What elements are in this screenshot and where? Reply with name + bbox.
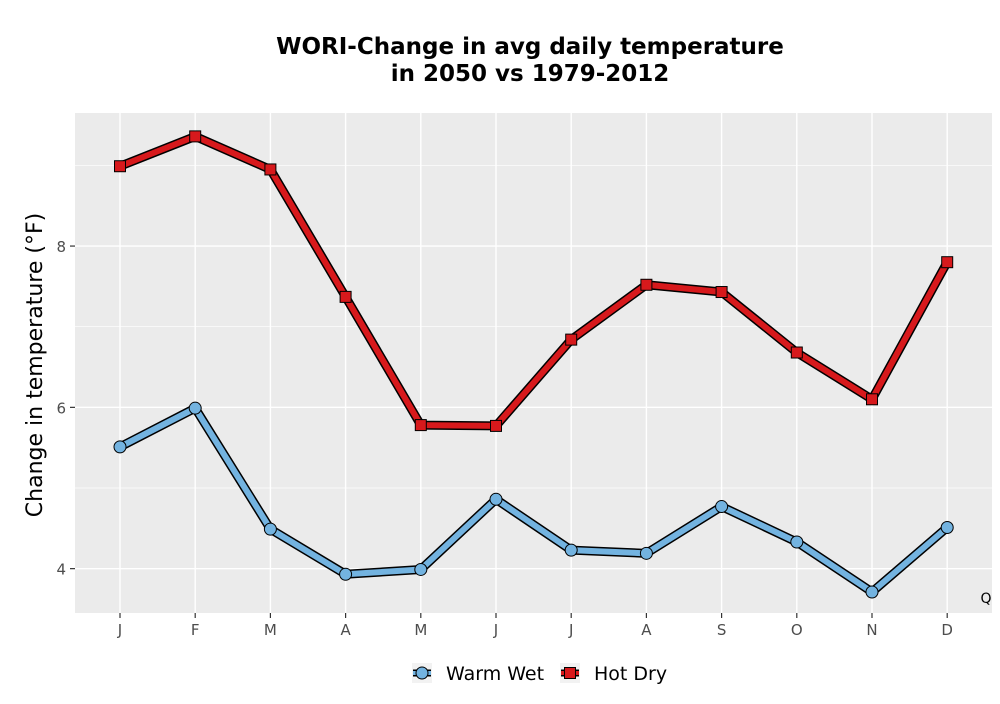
y-axis-label: Change in temperature (°F)	[23, 213, 48, 517]
data-point-warm-wet	[489, 492, 503, 506]
data-point-hot-dry	[189, 130, 202, 143]
series	[113, 130, 954, 599]
data-point-hot-dry	[941, 256, 954, 269]
x-tick-label: J	[493, 621, 498, 639]
legend-label-hot-dry: Hot Dry	[594, 663, 667, 685]
x-tick-label: F	[191, 621, 200, 639]
data-point-hot-dry	[790, 346, 803, 359]
data-point-warm-wet	[188, 401, 202, 415]
plot-panel	[75, 113, 992, 613]
data-point-warm-wet	[339, 567, 353, 581]
data-point-hot-dry	[866, 393, 878, 406]
data-point-hot-dry	[264, 163, 277, 176]
data-point-hot-dry	[640, 278, 653, 291]
chart-title-line-1: WORI-Change in avg daily temperature	[276, 34, 784, 60]
y-tick-label: 8	[56, 238, 66, 256]
x-tick-label: M	[414, 621, 427, 639]
data-point-warm-wet	[715, 500, 729, 514]
chart-title-line-2: in 2050 vs 1979-2012	[391, 61, 670, 87]
y-tick-label: 6	[56, 399, 66, 417]
legend-key-marker-warm-wet	[415, 666, 429, 680]
data-point-warm-wet	[790, 535, 804, 549]
data-point-hot-dry	[715, 286, 728, 299]
axes: 4 6 8 J F M A M J J A S O N D	[56, 238, 953, 639]
data-point-hot-dry	[414, 419, 427, 432]
data-point-warm-wet	[940, 521, 954, 535]
legend: Warm Wet Hot Dry	[412, 663, 667, 685]
x-tick-label: A	[340, 621, 351, 639]
data-point-hot-dry	[114, 160, 126, 173]
data-point-warm-wet	[564, 543, 578, 557]
x-tick-label: N	[866, 621, 877, 639]
y-tick-label: 4	[56, 561, 66, 579]
data-point-warm-wet	[639, 546, 653, 560]
grid-lines	[75, 113, 992, 613]
data-point-warm-wet	[113, 440, 127, 454]
legend-key-marker-hot-dry	[564, 667, 576, 679]
data-point-warm-wet	[263, 522, 277, 536]
x-tick-label: A	[641, 621, 652, 639]
data-point-warm-wet	[865, 585, 879, 599]
series-line-warm-wet	[117, 405, 951, 596]
legend-label-warm-wet: Warm Wet	[446, 663, 544, 685]
x-tick-label: J	[117, 621, 122, 639]
data-point-hot-dry	[339, 290, 352, 303]
x-tick-label: S	[717, 621, 727, 639]
x-tick-label: O	[791, 621, 803, 639]
data-point-hot-dry	[565, 333, 578, 346]
series-line-hot-dry	[117, 133, 951, 429]
x-tick-label: J	[568, 621, 573, 639]
x-tick-label: M	[264, 621, 277, 639]
x-tick-label: D	[941, 621, 953, 639]
data-point-hot-dry	[490, 419, 502, 432]
corner-label: Q	[980, 591, 991, 607]
data-point-warm-wet	[414, 562, 428, 576]
